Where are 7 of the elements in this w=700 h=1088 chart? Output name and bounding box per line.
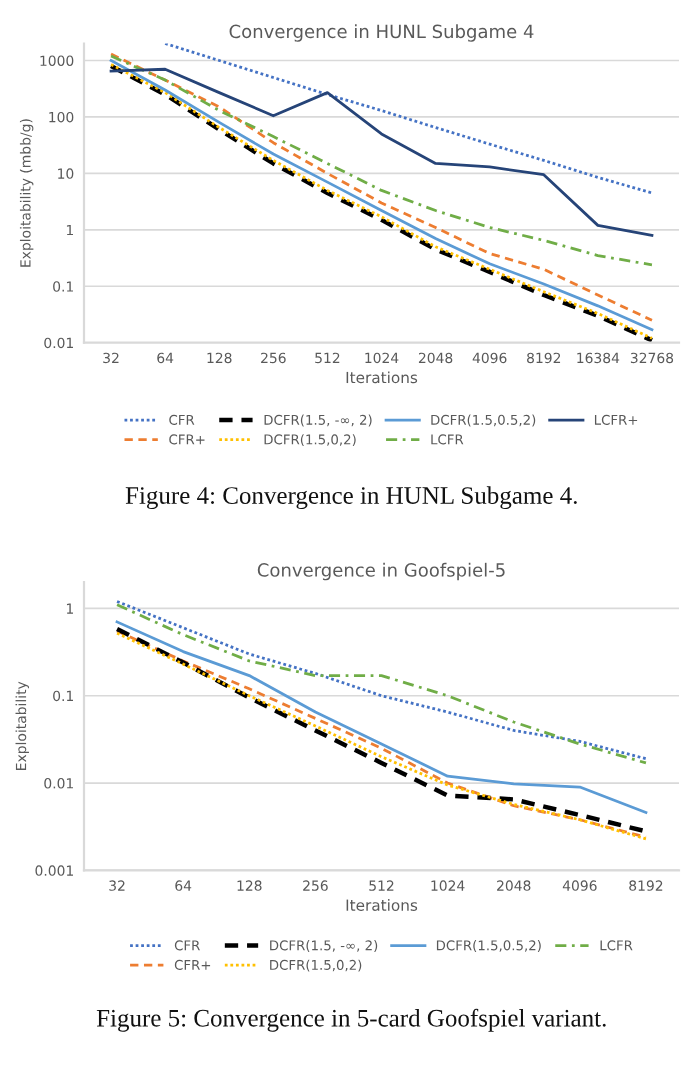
line-series xyxy=(109,67,654,237)
line-series xyxy=(163,43,654,195)
line-series xyxy=(109,54,654,267)
caption: Figure 5: Convergence in 5-card Goofspiel variant. xyxy=(96,1008,606,1032)
caption: Figure 4: Convergence in HUNL Subgame 4. xyxy=(125,486,577,510)
chart-title: Convergence in HUNL Subgame 4 xyxy=(229,24,534,42)
chart-title: Convergence in Goofspiel-5 xyxy=(257,562,505,581)
